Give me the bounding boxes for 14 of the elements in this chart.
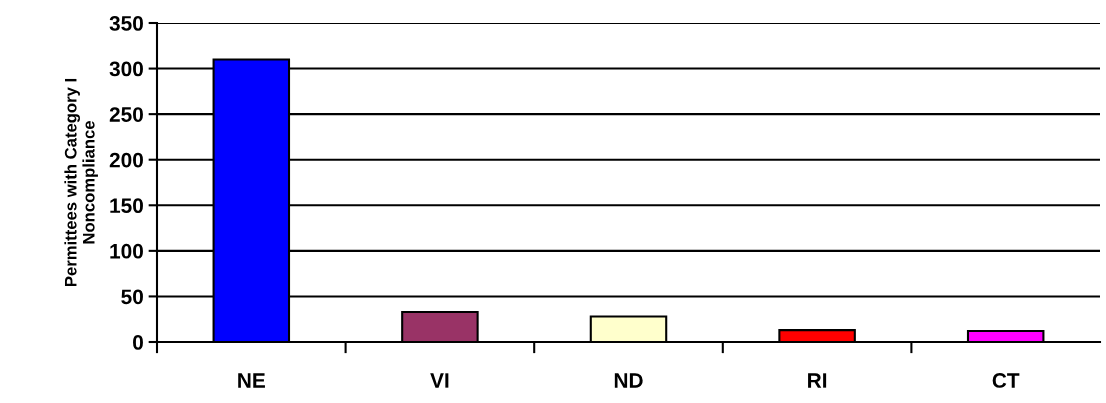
x-tick-label: CT [992,373,1020,388]
x-tick-label: NE [238,373,265,388]
y-tick-label: 200 [109,152,143,168]
y-tick-label: 50 [121,289,143,305]
y-tick-label: 100 [110,243,143,259]
x-tick-label: VI [430,373,449,388]
y-tick-label: 250 [109,107,143,122]
y-axis-title: Permittees with Category I Noncompliance [64,78,98,287]
y-tick-label: 0 [133,335,143,350]
y-tick-label: 300 [109,61,143,77]
x-tick-label: ND [614,373,643,388]
y-tick-label: 150 [110,198,143,214]
y-tick-label: 350 [109,16,143,31]
x-tick-label: RI [808,373,827,388]
